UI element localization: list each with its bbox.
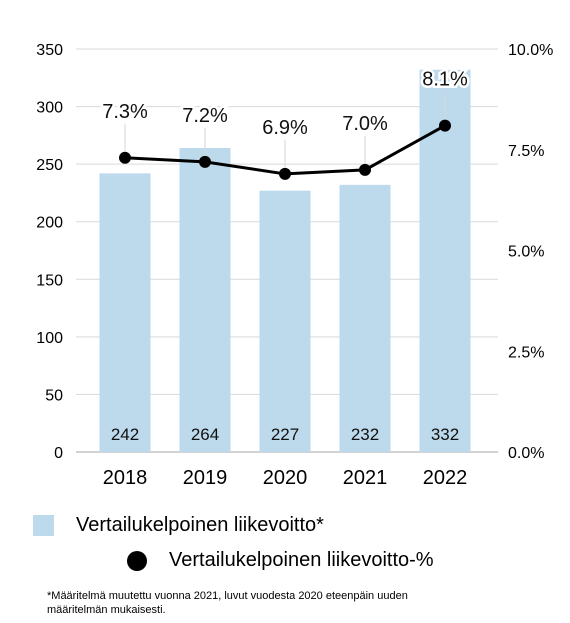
y-left-tick-label: 150	[36, 272, 63, 289]
footnote: *Määritelmä muutettu vuonna 2021, luvut …	[47, 590, 408, 616]
y-left-tick-label: 100	[36, 330, 63, 347]
x-tick-label: 2022	[423, 467, 468, 489]
y-right-tick-label: 0.0%	[508, 445, 544, 462]
bars	[99, 69, 471, 453]
x-tick-label: 2021	[343, 467, 388, 489]
bar-value-label: 227	[271, 425, 299, 444]
bar	[99, 173, 151, 452]
line-point	[439, 119, 451, 132]
combo-chart: 0 50 100 150 200 250 300 350 0.0% 2.5% 5.0% 7.5% 10.…	[36, 42, 553, 489]
bar	[179, 148, 231, 452]
line-point	[119, 151, 131, 164]
y-left-tick-label: 350	[36, 42, 63, 59]
y-left-tick-label: 200	[36, 215, 63, 232]
bar	[259, 190, 311, 452]
bar-value-label: 332	[431, 425, 459, 444]
bar	[339, 184, 391, 452]
x-tick-label: 2019	[183, 467, 228, 489]
x-tick-label: 2018	[103, 467, 148, 489]
line-point	[279, 167, 291, 180]
bar-value-label: 242	[111, 425, 139, 444]
line-point	[359, 163, 371, 176]
legend-bar-label: Vertailukelpoinen liikevoitto*	[76, 514, 324, 536]
percentage-line	[119, 91, 451, 180]
bar-value-label: 264	[191, 425, 219, 444]
line-value-label: 7.2%	[182, 105, 228, 127]
line-value-label: 8.1%	[422, 69, 468, 91]
y-right-tick-label: 10.0%	[508, 42, 553, 59]
legend-line-label: Vertailukelpoinen liikevoitto-%	[169, 549, 434, 571]
x-tick-label: 2020	[263, 467, 308, 489]
y-right-tick-label: 2.5%	[508, 344, 544, 361]
bar-value-label: 232	[351, 425, 379, 444]
legend-item-line: Vertailukelpoinen liikevoitto-%	[127, 549, 434, 572]
y-right-tick-label: 7.5%	[508, 143, 544, 160]
line-point	[199, 155, 211, 168]
line-value-label: 6.9%	[262, 117, 308, 139]
y-left-tick-label: 0	[54, 445, 63, 462]
line-value-label: 7.0%	[342, 113, 388, 135]
legend-line-marker	[127, 550, 147, 571]
legend-item-bars: Vertailukelpoinen liikevoitto*	[33, 514, 324, 537]
y-left-tick-label: 50	[45, 387, 63, 404]
line-value-label: 7.3%	[102, 101, 148, 123]
y-right-tick-label: 5.0%	[508, 244, 544, 261]
legend-bar-swatch	[33, 515, 54, 536]
y-left-tick-label: 250	[36, 157, 63, 174]
labels: 0 50 100 150 200 250 300 350 0.0% 2.5% 5.0% 7.5% 10.…	[36, 42, 553, 489]
y-left-tick-label: 300	[36, 100, 63, 117]
